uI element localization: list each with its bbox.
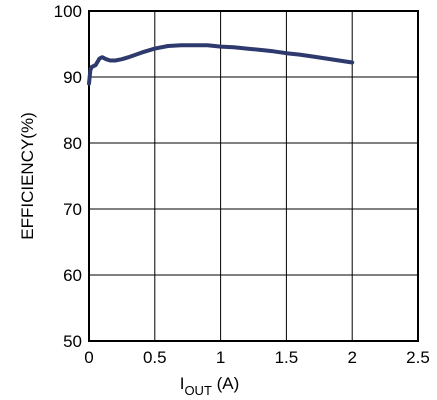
y-tick-label-0: 50	[63, 332, 82, 351]
x-tick-label-2: 1	[216, 348, 225, 367]
x-axis-title-subscript: OUT	[184, 383, 212, 398]
x-tick-label-4: 2	[347, 348, 356, 367]
x-axis-title-main: I	[180, 374, 185, 393]
grid-lines	[89, 11, 418, 341]
x-tick-labels: 0 0.5 1 1.5 2 2.5	[84, 348, 430, 367]
y-tick-label-4: 90	[63, 68, 82, 87]
x-tick-label-5: 2.5	[406, 348, 430, 367]
x-axis-title: IOUT (A)	[180, 374, 240, 398]
plot-frame	[88, 10, 419, 342]
x-tick-label-3: 1.5	[275, 348, 299, 367]
x-axis-title-unit: (A)	[212, 374, 239, 393]
y-axis-title: EFFICIENCY(%)	[18, 112, 37, 240]
x-tick-label-1: 0.5	[143, 348, 167, 367]
y-tick-label-2: 70	[63, 200, 82, 219]
y-tick-labels: 50 60 70 80 90 100	[54, 2, 82, 351]
y-tick-label-1: 60	[63, 266, 82, 285]
efficiency-curve	[87, 43, 355, 86]
y-tick-label-5: 100	[54, 2, 82, 21]
y-tick-label-3: 80	[63, 134, 82, 153]
x-tick-label-0: 0	[84, 348, 93, 367]
